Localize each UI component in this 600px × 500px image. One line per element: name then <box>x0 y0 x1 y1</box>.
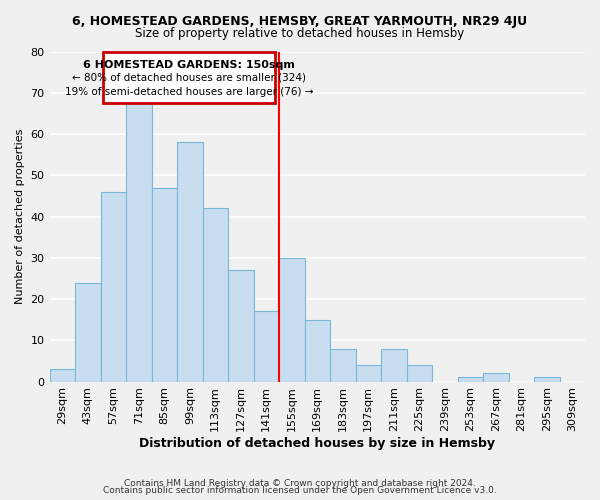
Bar <box>75 282 101 382</box>
Text: Contains public sector information licensed under the Open Government Licence v3: Contains public sector information licen… <box>103 486 497 495</box>
Bar <box>177 142 203 382</box>
Y-axis label: Number of detached properties: Number of detached properties <box>15 129 25 304</box>
X-axis label: Distribution of detached houses by size in Hemsby: Distribution of detached houses by size … <box>139 437 495 450</box>
Bar <box>254 312 279 382</box>
Text: Contains HM Land Registry data © Crown copyright and database right 2024.: Contains HM Land Registry data © Crown c… <box>124 478 476 488</box>
Bar <box>203 208 228 382</box>
Bar <box>407 365 432 382</box>
Bar <box>152 188 177 382</box>
Bar <box>126 101 152 382</box>
Bar <box>458 378 483 382</box>
Bar <box>381 348 407 382</box>
FancyBboxPatch shape <box>103 52 275 103</box>
Bar <box>330 348 356 382</box>
Text: 6 HOMESTEAD GARDENS: 150sqm: 6 HOMESTEAD GARDENS: 150sqm <box>83 60 295 70</box>
Bar <box>228 270 254 382</box>
Bar <box>279 258 305 382</box>
Bar <box>483 374 509 382</box>
Bar <box>305 320 330 382</box>
Text: Size of property relative to detached houses in Hemsby: Size of property relative to detached ho… <box>136 28 464 40</box>
Text: 19% of semi-detached houses are larger (76) →: 19% of semi-detached houses are larger (… <box>65 88 313 98</box>
Bar <box>50 369 75 382</box>
Bar <box>534 378 560 382</box>
Text: ← 80% of detached houses are smaller (324): ← 80% of detached houses are smaller (32… <box>72 73 306 83</box>
Bar <box>356 365 381 382</box>
Text: 6, HOMESTEAD GARDENS, HEMSBY, GREAT YARMOUTH, NR29 4JU: 6, HOMESTEAD GARDENS, HEMSBY, GREAT YARM… <box>73 15 527 28</box>
Bar <box>101 192 126 382</box>
